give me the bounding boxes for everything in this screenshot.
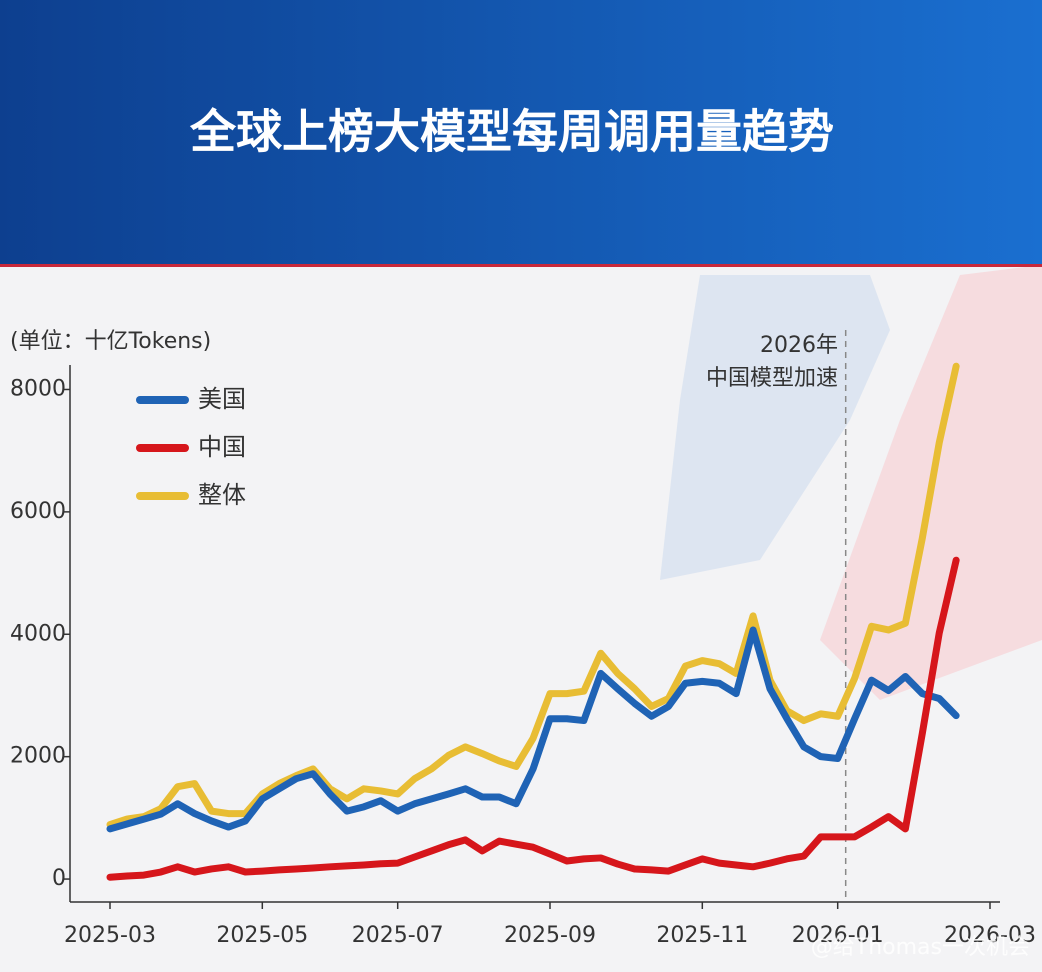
- y-tick-label: 0: [52, 866, 66, 891]
- header-rule: [0, 264, 1042, 267]
- header: [0, 0, 1042, 265]
- x-tick-label: 2025-05: [216, 923, 308, 948]
- x-tick-label: 2025-07: [352, 923, 444, 948]
- x-tick-label: 2026-01: [792, 923, 884, 948]
- x-tick-label: 2025-11: [656, 923, 748, 948]
- y-tick-label: 2000: [10, 744, 66, 769]
- legend-label: 中国: [198, 433, 246, 461]
- series-line: [106, 362, 960, 829]
- x-tick-label: 2026-03: [944, 923, 1036, 948]
- y-tick-label: 4000: [10, 621, 66, 646]
- decor-blue: [660, 275, 890, 580]
- chart-title: 全球上榜大模型每周调用量趋势: [189, 105, 834, 159]
- annotation: 中国模型加速: [706, 366, 838, 391]
- watermark: @给Thomas一次机会: [811, 935, 1030, 960]
- y-axis-label: (单位：十亿Tokens): [10, 329, 211, 354]
- x-tick-label: 2025-09: [504, 923, 596, 948]
- x-tick-label: 2025-03: [64, 923, 156, 948]
- series-line: [106, 556, 960, 881]
- legend-label: 美国: [198, 385, 246, 413]
- y-tick-label: 6000: [10, 499, 66, 524]
- annotation: 2026年: [760, 333, 838, 358]
- y-tick-label: 8000: [10, 376, 66, 401]
- series-line: [106, 626, 960, 833]
- legend-label: 整体: [198, 481, 246, 509]
